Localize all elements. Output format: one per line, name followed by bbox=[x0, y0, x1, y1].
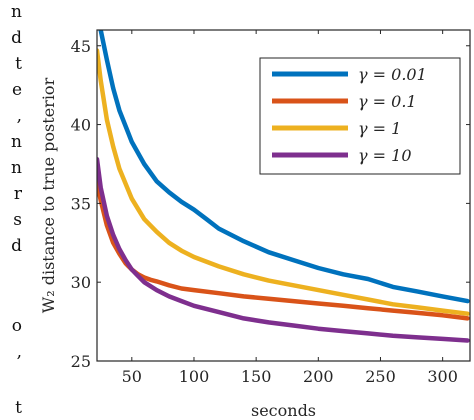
legend-label: γ = 1 bbox=[358, 119, 401, 138]
series-line-2 bbox=[97, 48, 470, 316]
legend-label: γ = 0.1 bbox=[358, 92, 417, 111]
legend-label: γ = 0.01 bbox=[358, 65, 427, 84]
series-line-3 bbox=[97, 156, 470, 343]
x-tick-label: 200 bbox=[303, 367, 334, 386]
axes-frame bbox=[96, 29, 471, 362]
x-tick-label: 100 bbox=[179, 367, 210, 386]
margin-fragment: , bbox=[16, 106, 22, 126]
margin-fragment: d bbox=[11, 236, 22, 256]
margin-fragment: t bbox=[15, 398, 22, 418]
x-tick-label: 250 bbox=[365, 367, 396, 386]
y-tick-label: 35 bbox=[71, 194, 91, 213]
x-axis-label: seconds bbox=[251, 401, 316, 420]
series-layer bbox=[97, 30, 470, 343]
y-tick-label: 45 bbox=[71, 37, 91, 56]
margin-fragment: n bbox=[11, 158, 22, 178]
margin-fragment: n bbox=[11, 2, 22, 22]
margin-fragment: , bbox=[16, 342, 22, 362]
y-axis-label: W₂ distance to true posterior bbox=[39, 77, 58, 313]
margin-fragment: r bbox=[13, 184, 22, 204]
legend: γ = 0.01 γ = 0.1 γ = 1 γ = 10 bbox=[259, 57, 461, 175]
x-tick-label: 50 bbox=[122, 367, 142, 386]
axes-layer: 50 100 150 200 250 300 25 30 35 40 45 seconds W₂ dis… bbox=[39, 29, 471, 420]
margin-fragment: o bbox=[11, 316, 22, 336]
legend-label: γ = 10 bbox=[358, 146, 412, 165]
margin-fragment: t bbox=[15, 54, 22, 74]
series-line-0 bbox=[98, 30, 470, 304]
y-tick-label: 40 bbox=[71, 116, 91, 135]
series-line-1 bbox=[97, 180, 470, 321]
margin-fragment: n bbox=[11, 132, 22, 152]
margin-fragment: e bbox=[11, 80, 22, 100]
y-tick-label: 30 bbox=[71, 273, 91, 292]
x-tick-label: 150 bbox=[241, 367, 272, 386]
margin-fragment: d bbox=[11, 28, 22, 48]
left-margin-text: n d t e , n n r s d o , t bbox=[0, 0, 24, 420]
y-tick-label: 25 bbox=[71, 352, 91, 371]
margin-fragment: s bbox=[13, 210, 22, 230]
x-tick-label: 300 bbox=[427, 367, 458, 386]
